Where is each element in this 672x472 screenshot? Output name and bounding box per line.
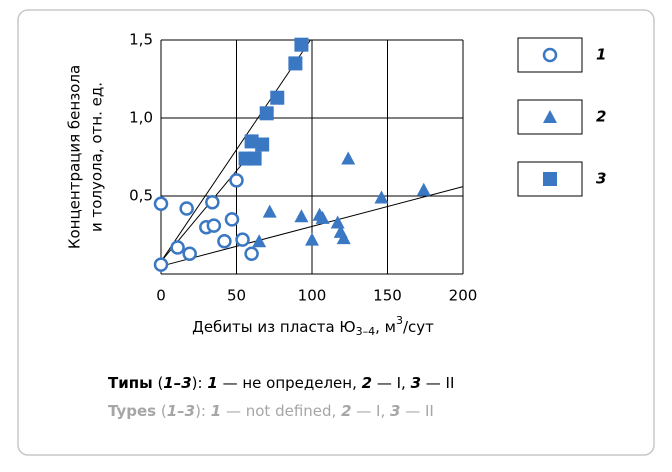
marker: [305, 232, 319, 246]
marker: [294, 37, 309, 52]
x-axis-label-part: Дебиты из пласта Ю: [192, 318, 356, 336]
marker: [294, 209, 309, 223]
caption-run: 3: [390, 402, 400, 420]
x-axis-label-part: 3: [396, 314, 403, 327]
marker: [252, 234, 267, 248]
x-tick-label: 50: [227, 287, 246, 305]
marker: [543, 110, 557, 123]
legend-label: 2: [596, 108, 606, 126]
marker: [182, 246, 197, 261]
marker: [262, 204, 277, 218]
marker: [259, 106, 274, 121]
caption-run: Types: [108, 402, 156, 420]
marker: [179, 201, 194, 216]
marker: [255, 137, 270, 152]
trend-line: [160, 39, 311, 262]
caption-run: 1–3: [163, 374, 191, 392]
marker: [374, 190, 389, 204]
marker: [416, 182, 431, 196]
marker: [244, 134, 259, 149]
marker: [341, 151, 356, 165]
x-axis-label-part: 3–4: [356, 325, 376, 338]
caption-run: (: [153, 374, 164, 392]
marker: [206, 218, 222, 233]
trend-line: [160, 186, 464, 267]
marker: [336, 231, 351, 245]
y-axis-label: и толуола, отн. ед.: [88, 82, 106, 232]
marker: [315, 210, 330, 224]
x-axis-label: Дебиты из пласта Ю3–4, м3/сут: [192, 314, 434, 338]
caption-run: 1–3: [167, 402, 195, 420]
caption: Types (1–3): 1 — not defined, 2 — I, 3 —…: [108, 402, 434, 420]
caption-run: ):: [192, 374, 208, 392]
marker: [153, 196, 169, 212]
marker: [330, 215, 345, 229]
caption-run: Типы: [108, 374, 153, 392]
marker: [229, 173, 244, 188]
caption: Типы (1–3): 1 — не определен, 2 — I, 3 —…: [108, 374, 454, 392]
y-tick-label: 0,5: [129, 187, 153, 205]
marker: [217, 233, 232, 249]
caption-run: ):: [195, 402, 211, 420]
legend-label: 3: [596, 170, 606, 188]
caption-run: 2: [341, 402, 351, 420]
marker: [270, 90, 285, 105]
marker: [235, 232, 250, 247]
y-axis-label: Концентрация бензола: [66, 65, 84, 249]
caption-run: 1: [207, 374, 217, 392]
marker: [244, 246, 259, 261]
card: [17, 9, 655, 456]
caption-run: — не определен,: [218, 374, 362, 392]
caption-run: (: [156, 402, 167, 420]
marker: [224, 212, 240, 227]
caption-run: 2: [362, 374, 372, 392]
caption-run: — I,: [352, 402, 391, 420]
x-tick-label: 100: [298, 287, 327, 305]
x-axis-label-part: /сут: [403, 318, 434, 336]
x-axis-label-part: , м: [375, 318, 396, 336]
caption-run: — II: [421, 374, 454, 392]
caption-run: 1: [211, 402, 221, 420]
caption-run: — II: [400, 402, 433, 420]
marker: [170, 240, 185, 255]
marker: [205, 194, 220, 210]
y-tick-label: 1,0: [129, 109, 153, 127]
marker: [543, 172, 557, 186]
y-tick-label: 1,5: [129, 31, 153, 49]
marker: [153, 257, 169, 272]
caption-run: — not defined,: [221, 402, 341, 420]
x-tick-label: 200: [449, 287, 478, 305]
marker: [247, 151, 262, 166]
legend-label: 1: [596, 46, 606, 64]
x-tick-label: 0: [156, 287, 166, 305]
caption-run: 3: [411, 374, 421, 392]
x-tick-label: 150: [373, 287, 402, 305]
marker: [542, 47, 558, 63]
marker: [288, 56, 303, 71]
caption-run: — I,: [372, 374, 411, 392]
